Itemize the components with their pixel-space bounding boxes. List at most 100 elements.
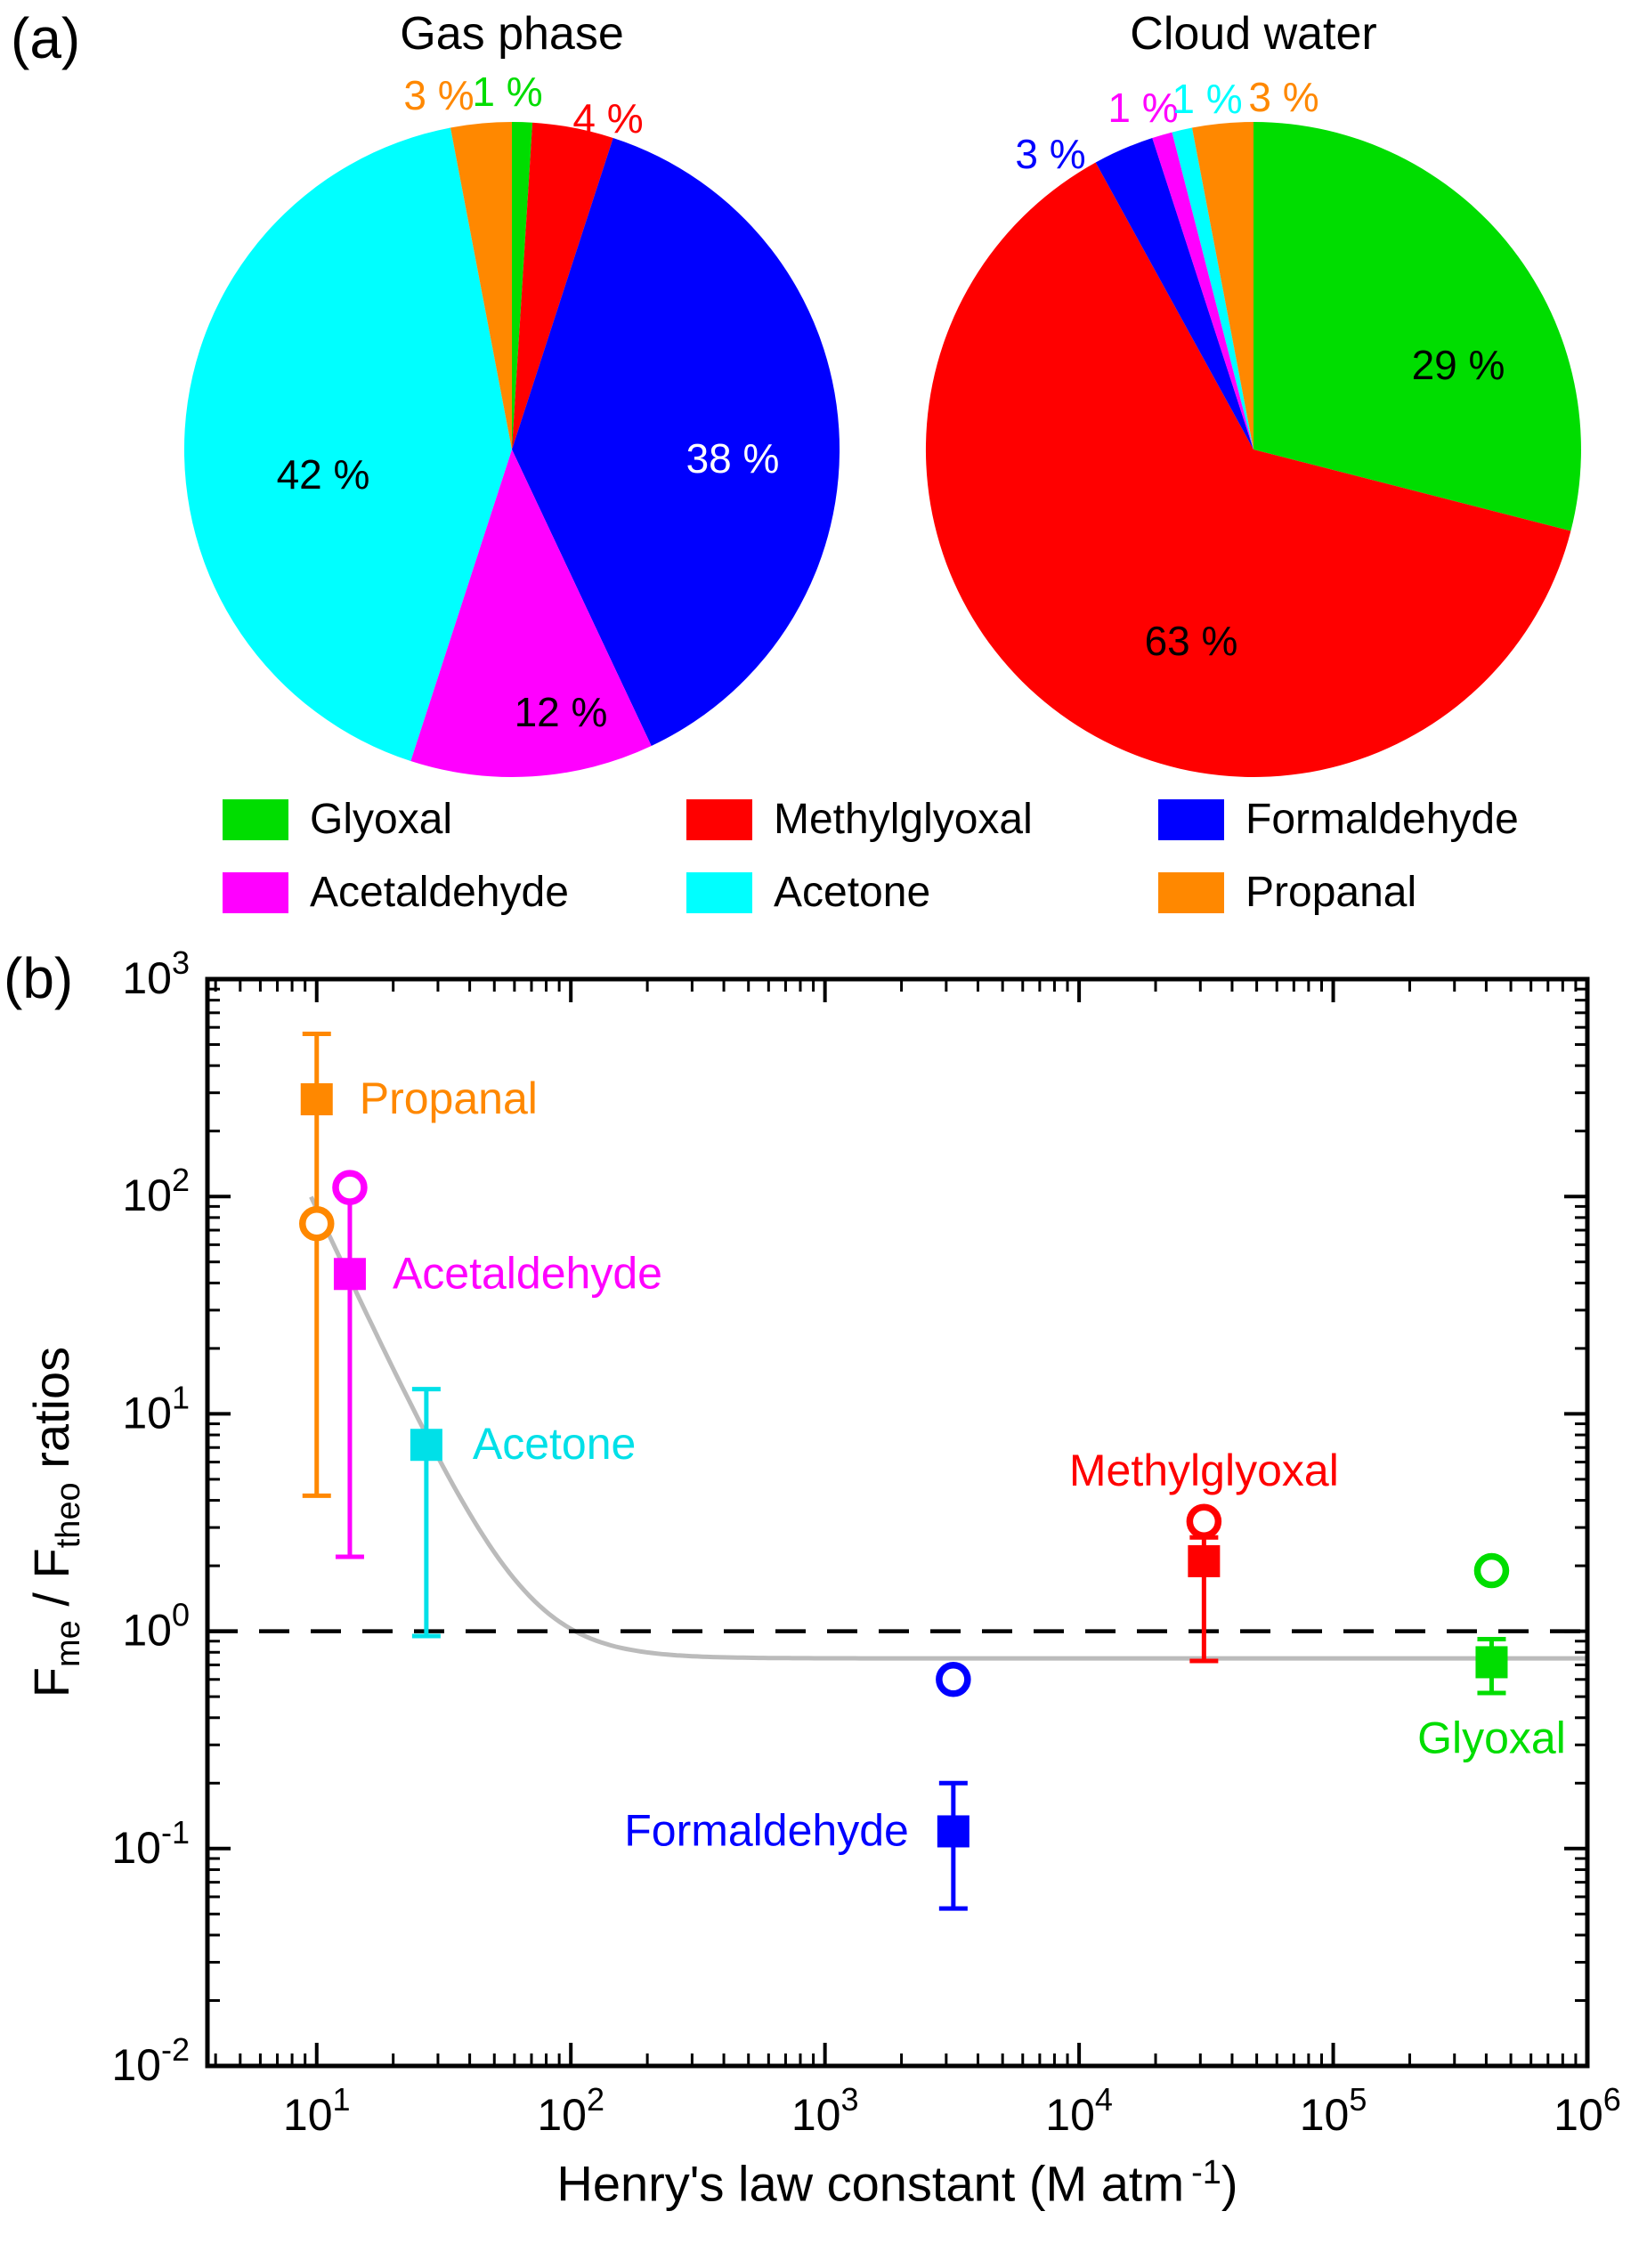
pie-pct-label-gas-phase-methylglyoxal: 4 % xyxy=(572,95,643,142)
square-marker-glyoxal xyxy=(1475,1646,1508,1679)
pie-slice-gas-phase-methylglyoxal xyxy=(512,122,613,450)
legend-label-methylglyoxal: Methylglyoxal xyxy=(774,796,1033,843)
tick-label-10e0: 100 xyxy=(122,1597,190,1656)
series-acetaldehyde: Acetaldehyde xyxy=(332,1170,662,1559)
pie-pct-label-gas-phase-formaldehyde: 38 % xyxy=(686,435,780,482)
square-marker-acetaldehyde xyxy=(333,1258,366,1291)
x-axis-title: Henry's law constant (M atm -1) xyxy=(452,2154,1343,2213)
scatter-plot: Propanal Acetaldehyde Acetone Formaldehyde M… xyxy=(207,1031,1587,1911)
pie-slice-cloud-water-glyoxal xyxy=(1254,122,1581,531)
y-axis-title-sub-theo: theo xyxy=(50,1482,88,1549)
plot-frame xyxy=(205,976,1590,2069)
open-circle-marker-glyoxal xyxy=(1473,1552,1510,1589)
panel-a-label: (a) xyxy=(11,6,81,70)
pie-pct-label-gas-phase-glyoxal: 1 % xyxy=(472,69,542,115)
legend-label-propanal: Propanal xyxy=(1245,869,1417,916)
legend-item-acetaldehyde: Acetaldehyde xyxy=(223,868,569,917)
open-circle-marker-acetaldehyde xyxy=(332,1170,368,1205)
pie-pct-label-cloud-water-acetaldehyde: 1 % xyxy=(1107,85,1178,131)
point-label-methylglyoxal: Methylglyoxal xyxy=(1069,1446,1339,1495)
panel-b-label: (b) xyxy=(4,946,74,1010)
pie-slice-cloud-water-formaldehyde xyxy=(1095,138,1254,450)
pie-slice-gas-phase-propanal xyxy=(450,121,512,450)
legend-label-formaldehyde: Formaldehyde xyxy=(1245,796,1519,843)
y-axis-title: Fme / Ftheo ratios xyxy=(22,1347,88,1697)
pie-legend: Glyoxal Methylglyoxal Formaldehyde Acetalde… xyxy=(0,0,1647,944)
legend-swatch-methylglyoxal xyxy=(686,798,752,840)
legend-item-formaldehyde: Formaldehyde xyxy=(1158,795,1519,844)
y-axis-ticks xyxy=(207,977,1587,2068)
pie-slice-cloud-water-acetone xyxy=(1172,127,1254,450)
point-label-acetone: Acetone xyxy=(473,1419,636,1469)
legend-item-acetone: Acetone xyxy=(686,868,930,917)
legend-item-methylglyoxal: Methylglyoxal xyxy=(686,795,1033,844)
legend-swatch-acetone xyxy=(686,871,752,913)
tick-label-10e2: 102 xyxy=(122,1162,190,1220)
pie-pct-label-cloud-water-methylglyoxal: 63 % xyxy=(1145,618,1238,664)
x-axis-ticks xyxy=(214,979,1589,2066)
square-marker-propanal xyxy=(300,1083,333,1116)
legend-swatch-propanal xyxy=(1158,871,1224,913)
legend-swatch-formaldehyde xyxy=(1158,798,1224,840)
y-axis-title-sub-me: me xyxy=(50,1620,88,1667)
fit-curve xyxy=(309,1195,1587,1661)
series-formaldehyde: Formaldehyde xyxy=(624,1662,971,1911)
series-acetone: Acetone xyxy=(410,1387,636,1639)
pie-pct-label-gas-phase-acetaldehyde: 12 % xyxy=(515,689,608,735)
pie-gas-phase: 1 % 4 % 38 % 12 % 42 % 3 % xyxy=(183,69,840,778)
tick-label-10e-2: 10-2 xyxy=(111,2031,190,2090)
pie-slice-cloud-water-acetaldehyde xyxy=(1152,132,1254,450)
x-axis-title-end: ) xyxy=(1221,2155,1238,2212)
tick-label-10e5: 105 xyxy=(1300,2081,1367,2140)
pie-slice-gas-phase-acetone xyxy=(183,127,513,761)
tick-label-10e1: 101 xyxy=(283,2081,351,2140)
x-axis-title-main: Henry's law constant (M atm xyxy=(556,2155,1185,2212)
legend-label-glyoxal: Glyoxal xyxy=(310,796,453,843)
tick-label-10e3: 103 xyxy=(791,2081,859,2140)
point-label-propanal: Propanal xyxy=(360,1073,538,1123)
cloud-water-pie-title: Cloud water xyxy=(1130,8,1377,60)
tick-label-10e2: 102 xyxy=(537,2081,604,2140)
pie-pct-label-cloud-water-glyoxal: 29 % xyxy=(1412,342,1505,388)
tick-label-10e6: 106 xyxy=(1554,2081,1621,2140)
pie-slice-cloud-water-methylglyoxal xyxy=(925,162,1571,777)
pie-slice-gas-phase-glyoxal xyxy=(512,121,533,450)
gas-phase-pie-title: Gas phase xyxy=(400,8,624,60)
point-label-formaldehyde: Formaldehyde xyxy=(624,1805,909,1855)
pie-pct-label-cloud-water-formaldehyde: 3 % xyxy=(1015,131,1085,177)
y-axis-title-mid: / F xyxy=(22,1548,79,1621)
point-label-glyoxal: Glyoxal xyxy=(1417,1713,1566,1762)
tick-label-10e3: 103 xyxy=(122,944,190,1003)
legend-swatch-glyoxal xyxy=(223,798,288,840)
pie-slice-gas-phase-acetaldehyde xyxy=(410,450,652,778)
open-circle-marker-propanal xyxy=(298,1205,335,1242)
y-axis-title-f: F xyxy=(22,1666,79,1698)
tick-label-10e4: 104 xyxy=(1045,2081,1113,2140)
open-circle-marker-methylglyoxal xyxy=(1186,1503,1222,1539)
tick-label-10e-1: 10-1 xyxy=(111,1814,190,1873)
pie-pct-label-gas-phase-propanal: 3 % xyxy=(403,72,474,118)
square-marker-methylglyoxal xyxy=(1188,1544,1221,1577)
pie-slice-cloud-water-propanal xyxy=(1192,121,1254,450)
pie-slice-gas-phase-formaldehyde xyxy=(512,138,840,746)
x-axis-title-sup: -1 xyxy=(1191,2154,1221,2191)
pie-cloud-water: 29 %63 %3 %1 %1 % 3 % xyxy=(925,74,1581,777)
y-axis-tick-labels: 103 102 101 100 10-1 10-2 xyxy=(111,944,190,2090)
pie-pct-label-gas-phase-acetone: 42 % xyxy=(277,451,370,498)
series-propanal: Propanal xyxy=(298,1031,538,1498)
legend-item-glyoxal: Glyoxal xyxy=(223,795,452,844)
legend-item-propanal: Propanal xyxy=(1158,868,1416,917)
square-marker-acetone xyxy=(410,1429,442,1462)
pie-pct-label-cloud-water-propanal: 3 % xyxy=(1248,74,1318,120)
series-glyoxal: Glyoxal xyxy=(1417,1552,1566,1762)
y-axis-title-end: ratios xyxy=(22,1346,79,1483)
legend-label-acetone: Acetone xyxy=(774,869,931,916)
square-marker-formaldehyde xyxy=(937,1815,970,1848)
series-methylglyoxal: Methylglyoxal xyxy=(1069,1446,1339,1664)
open-circle-marker-formaldehyde xyxy=(936,1662,971,1697)
plot-axes: 101 102 103 104 105 106 103 102 101 100 10-1 10-2 xyxy=(111,944,1620,2140)
point-label-acetaldehyde: Acetaldehyde xyxy=(393,1248,662,1298)
legend-swatch-acetaldehyde xyxy=(223,871,288,913)
